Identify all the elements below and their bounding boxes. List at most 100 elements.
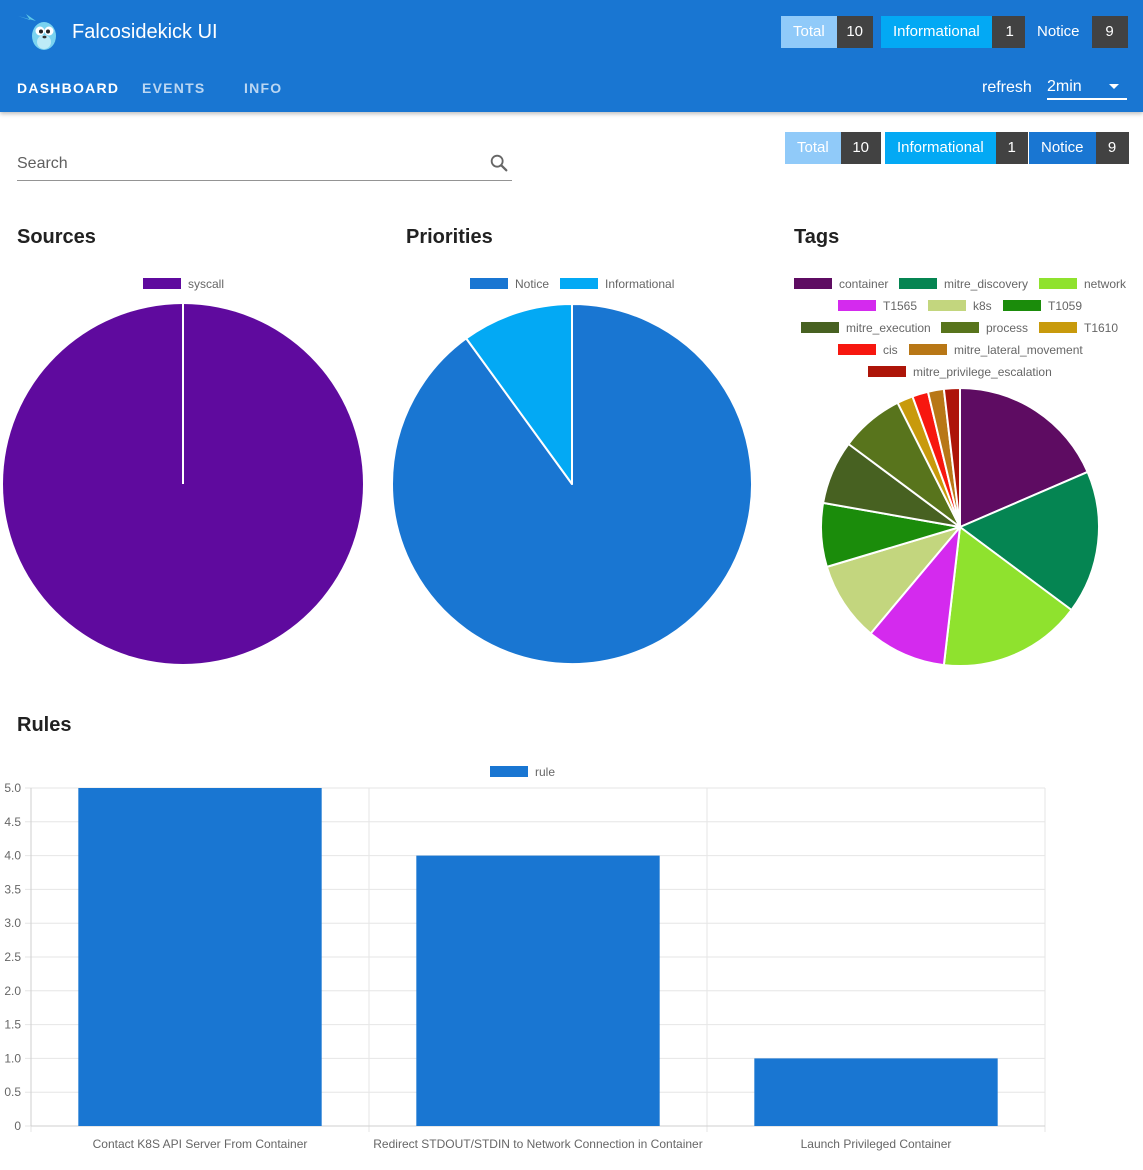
legend-label: network — [1084, 277, 1127, 291]
rules-title: Rules — [17, 714, 72, 736]
y-tick-label: 0.5 — [4, 1085, 21, 1099]
y-tick-label: 5.0 — [4, 781, 21, 795]
y-tick-label: 4.0 — [4, 849, 21, 863]
tab-info[interactable]: INFO — [244, 80, 283, 96]
tab-events[interactable]: EVENTS — [142, 80, 206, 96]
pie-slice-container[interactable] — [959, 387, 1089, 528]
legend-item[interactable]: container — [794, 277, 888, 291]
bar-rule[interactable] — [416, 855, 660, 1126]
legend-label: mitre_lateral_movement — [954, 343, 1083, 357]
legend-label: T1610 — [1084, 321, 1119, 335]
counter-value: 9 — [1091, 16, 1128, 48]
legend-swatch — [143, 278, 181, 289]
legend-item[interactable]: mitre_discovery — [899, 277, 1028, 291]
x-tick-label: Redirect STDOUT/STDIN to Network Connect… — [373, 1137, 702, 1151]
legend-label: T1565 — [883, 299, 918, 313]
legend-item[interactable]: mitre_execution — [801, 321, 931, 335]
legend-item[interactable]: Informational — [560, 277, 674, 291]
legend-item[interactable]: k8s — [928, 299, 992, 313]
counter-total: Total 10 — [785, 132, 881, 164]
tags-pie-chart — [820, 387, 1100, 667]
y-tick-label: 3.0 — [4, 916, 21, 930]
legend-item[interactable]: network — [1039, 277, 1126, 291]
pie-slice-k8s[interactable] — [825, 526, 961, 635]
refresh-value: 2min — [1047, 78, 1082, 95]
legend-label: mitre_privilege_escalation — [913, 365, 1052, 379]
search-icon[interactable] — [488, 152, 510, 174]
sources-pie-chart — [3, 304, 363, 664]
legend-swatch — [899, 278, 937, 289]
counter-label: Informational — [881, 16, 992, 48]
legend-swatch — [838, 344, 876, 355]
counter-value: 9 — [1095, 132, 1129, 164]
legend-label: syscall — [188, 277, 225, 291]
y-tick-label: 2.0 — [4, 984, 21, 998]
sources-title: Sources — [17, 226, 96, 248]
legend-item[interactable]: syscall — [143, 277, 224, 291]
counter-label: Notice — [1029, 132, 1096, 164]
refresh-select[interactable]: 2min — [1047, 74, 1127, 100]
app-title: Falcosidekick UI — [72, 21, 218, 43]
tags-title: Tags — [794, 226, 840, 248]
legend-label: k8s — [973, 299, 992, 313]
legend-label: process — [986, 321, 1029, 335]
legend-item[interactable]: T1059 — [1003, 299, 1082, 313]
falco-logo-icon — [18, 14, 56, 50]
y-tick-label: 0 — [14, 1119, 21, 1133]
legend-label: container — [839, 277, 889, 291]
legend-swatch — [1039, 278, 1077, 289]
legend-label: T1059 — [1048, 299, 1083, 313]
legend-swatch — [838, 300, 876, 311]
chevron-down-icon — [1109, 84, 1119, 89]
bar-rule[interactable] — [754, 1058, 998, 1126]
legend-label: mitre_execution — [846, 321, 931, 335]
legend-item[interactable]: mitre_privilege_escalation — [868, 365, 1052, 379]
legend-item[interactable]: Notice — [470, 277, 549, 291]
legend-label: mitre_discovery — [944, 277, 1029, 291]
counter-label: Total — [781, 16, 837, 48]
priorities-pie-chart — [391, 303, 753, 665]
priorities-title: Priorities — [406, 226, 493, 248]
counter-value: 1 — [991, 16, 1028, 48]
legend-swatch — [560, 278, 598, 289]
rules-bar-chart: 5.0 4.5 4.0 3.5 3.0 2.5 2.0 1.5 1.0 0.5 0 Contact K… — [4, 781, 1046, 1151]
counter-label: Informational — [885, 132, 996, 164]
pie-slice-T1565[interactable] — [869, 526, 961, 667]
legend-item[interactable]: mitre_lateral_movement — [909, 343, 1083, 357]
legend-swatch — [868, 366, 906, 377]
legend-swatch — [941, 322, 979, 333]
header-counter-total: Total 10 — [781, 16, 873, 48]
legend-swatch — [470, 278, 508, 289]
y-tick-label: 3.5 — [4, 882, 21, 896]
legend-label: Notice — [515, 277, 550, 291]
legend-swatch — [490, 766, 528, 777]
search-field[interactable] — [17, 148, 512, 181]
y-tick-label: 1.0 — [4, 1051, 21, 1065]
tab-dashboard[interactable]: DASHBOARD — [17, 80, 120, 96]
legend-label: cis — [883, 343, 898, 357]
counter-label: Notice — [1025, 16, 1092, 48]
counter-label: Total — [785, 132, 841, 164]
legend-swatch — [928, 300, 966, 311]
header-counter-notice: Notice 9 — [1025, 16, 1128, 48]
search-input[interactable] — [17, 152, 477, 176]
legend-swatch — [801, 322, 839, 333]
pie-slice-mitre_privilege_escalation[interactable] — [942, 387, 961, 528]
legend-item[interactable]: cis — [838, 343, 898, 357]
counter-informational: Informational 1 — [885, 132, 1028, 164]
y-tick-label: 1.5 — [4, 1018, 21, 1032]
legend-swatch — [909, 344, 947, 355]
legend-swatch — [1003, 300, 1041, 311]
pie-slice-Informational[interactable] — [465, 303, 573, 485]
legend-item[interactable]: T1565 — [838, 299, 917, 313]
header-counter-informational: Informational 1 — [881, 16, 1028, 48]
pie-slice-mitre_discovery[interactable] — [959, 470, 1100, 612]
legend-item[interactable]: process — [941, 321, 1028, 335]
legend-swatch — [1039, 322, 1077, 333]
counter-value: 10 — [840, 132, 881, 164]
bar-rule[interactable] — [78, 788, 322, 1126]
legend-item[interactable]: rule — [490, 765, 555, 779]
legend-item[interactable]: T1610 — [1039, 321, 1118, 335]
legend-label: rule — [535, 765, 556, 779]
pie-slice-network[interactable] — [942, 526, 1073, 667]
